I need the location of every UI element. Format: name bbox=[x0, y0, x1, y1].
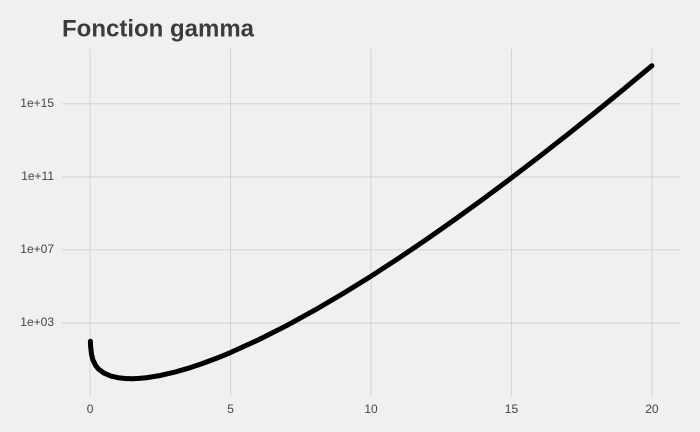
chart-title: Fonction gamma bbox=[62, 15, 255, 42]
x-tick-label: 20 bbox=[645, 402, 659, 416]
y-tick-label: 1e+03 bbox=[20, 315, 54, 329]
data-line bbox=[87, 63, 655, 382]
y-tick-label: 1e+15 bbox=[20, 96, 54, 110]
x-tick-label: 15 bbox=[505, 402, 519, 416]
x-tick-label: 0 bbox=[87, 402, 94, 416]
y-tick-label: 1e+11 bbox=[21, 169, 54, 183]
y-tick-label: 1e+07 bbox=[20, 242, 54, 256]
x-tick-label: 5 bbox=[227, 402, 234, 416]
x-tick-label: 10 bbox=[364, 402, 378, 416]
